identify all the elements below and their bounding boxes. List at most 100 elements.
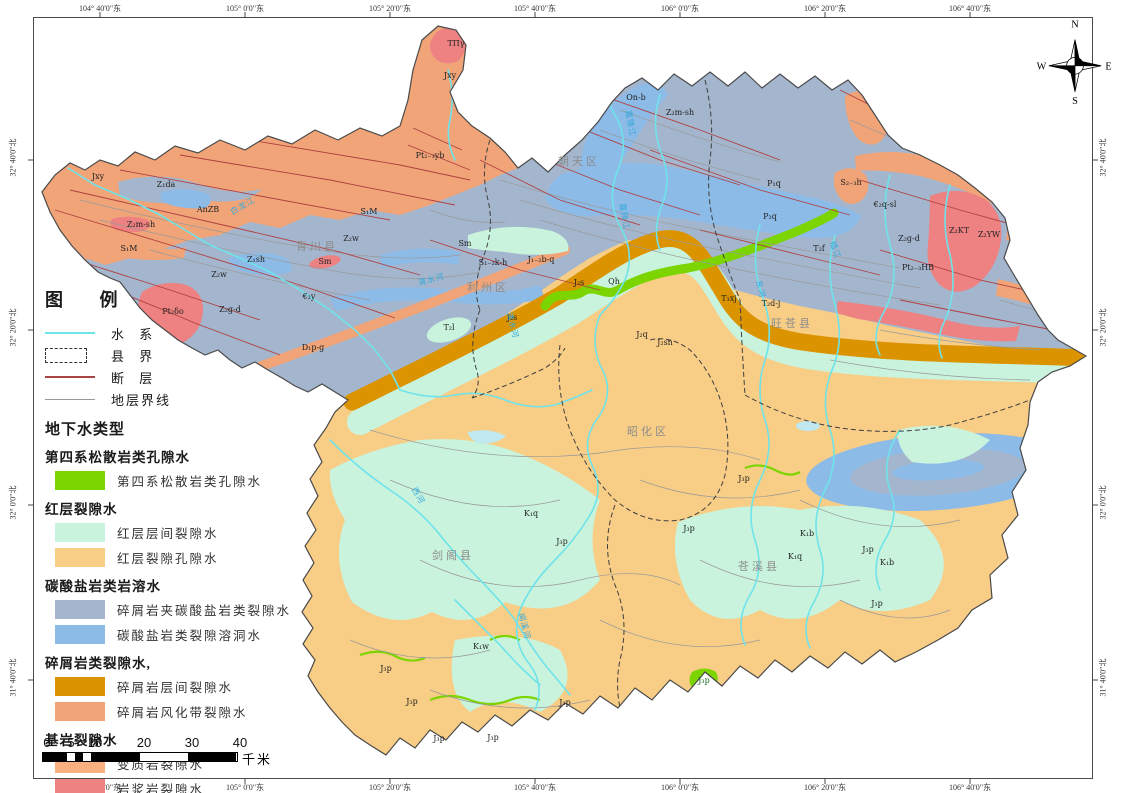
county-label: 利州区 xyxy=(467,281,509,294)
geo-label: Z₂YW xyxy=(978,230,1001,239)
legend-item-county-boundary: 县 界 xyxy=(45,344,315,366)
coordinate-label: 104° 40'0"东 xyxy=(79,4,121,13)
geo-label: Z₂m-sh xyxy=(666,108,694,117)
geo-label: Z₂m-sh xyxy=(127,220,155,229)
county-boundary-icon xyxy=(45,347,101,363)
geo-label: J₃p xyxy=(861,545,874,554)
geo-label: €₂q-sl xyxy=(873,200,897,209)
stratum-line-icon xyxy=(45,398,101,400)
legend-item-water-system: 水 系 xyxy=(45,322,315,344)
geo-label: Pt₂₋₃HB xyxy=(902,263,934,272)
groundwater-types-title: 地下水类型 xyxy=(45,422,126,438)
geo-label: Jxy xyxy=(91,172,105,181)
river-label: 嘉陵江 xyxy=(618,202,633,230)
geo-label: J₃p xyxy=(486,733,499,742)
geo-label: S₁M xyxy=(361,207,378,216)
compass-rose: N W E S xyxy=(1037,20,1112,107)
legend-swatch xyxy=(55,471,105,490)
scale-tick-label: 30 xyxy=(184,735,200,750)
scale-tick-label: 5 xyxy=(67,735,75,750)
geo-label: J₃p xyxy=(737,474,750,483)
graticule-ticks xyxy=(28,12,1098,784)
legend-item: 碎屑岩风化带裂隙水 xyxy=(45,701,315,722)
geo-label: T₂d-j xyxy=(762,299,781,308)
coordinate-label: 106° 40'0"东 xyxy=(949,4,991,13)
county-label: 青川县 xyxy=(296,240,338,253)
legend-item: 红层层间裂隙水 xyxy=(45,522,315,543)
legend-item-label: 第四系松散岩类孔隙水 xyxy=(117,475,263,489)
geo-label: K₁b xyxy=(800,529,814,538)
geo-label: Sm xyxy=(458,239,471,248)
geo-label: Sm xyxy=(318,257,331,266)
coordinate-label: 105° 40'0"东 xyxy=(514,783,556,792)
scale-tick-label: 20 xyxy=(136,735,152,750)
legend-item-label: 碳酸盐岩类裂隙溶洞水 xyxy=(117,629,263,643)
legend-item-label: 碎屑岩层间裂隙水 xyxy=(117,681,234,695)
fault-line-icon xyxy=(45,376,101,378)
water-line-icon xyxy=(45,332,101,334)
coordinate-label: 105° 0'0"东 xyxy=(226,4,264,13)
geo-label: K₁q xyxy=(788,552,802,561)
scale-bar-ticks: 0 5 10 20 30 40 xyxy=(42,735,302,750)
geo-label: T₂f xyxy=(813,244,826,253)
coordinate-label: 32° 0'0"北 xyxy=(1098,485,1108,520)
compass-east-label: E xyxy=(1105,61,1111,72)
legend-group-heading: 第四系松散岩类孔隙水 xyxy=(45,450,190,465)
geo-label: S₁₋₂k-h xyxy=(479,258,508,267)
legend-swatch xyxy=(55,625,105,644)
geo-label: Z₂w xyxy=(211,270,227,279)
geo-label: J₁₋₂b-q xyxy=(527,255,555,264)
legend-item-label: 岩浆岩裂隙水 xyxy=(117,783,205,793)
county-label: 剑阁县 xyxy=(432,548,474,562)
geo-label: J₃p xyxy=(555,537,568,546)
geo-label: J₃p xyxy=(682,524,695,533)
geo-label: Z₂w xyxy=(343,234,359,243)
geo-label: J₃p xyxy=(432,734,445,743)
map-labels: ΤΠγ Jxy Pt₂₋₃yb Jxy Z₁da AnZB Z₂m-sh S₁M S₁M Z₂w Z… xyxy=(91,39,1001,743)
legend-item: 红层裂隙孔隙水 xyxy=(45,547,315,568)
region-outline xyxy=(41,25,1088,756)
legend-item-label: 地层界线 xyxy=(111,392,172,408)
legend-item-label: 水 系 xyxy=(111,326,159,342)
coordinate-label: 31° 40'0"北 xyxy=(1098,658,1108,697)
geo-label: Pt₂₋₃yb xyxy=(416,151,445,160)
county-label: 旺苍县 xyxy=(771,317,813,330)
geo-label: J₃p xyxy=(405,697,418,706)
geo-label: J₃p xyxy=(558,698,571,707)
geo-label: T₂l xyxy=(443,323,455,332)
coordinate-label: 106° 0'0"东 xyxy=(661,783,699,792)
legend-item-label: 碎屑岩夹碳酸盐岩类裂隙水 xyxy=(117,604,292,618)
legend-item-label: 碎屑岩风化带裂隙水 xyxy=(117,706,248,720)
geo-label: J₂q xyxy=(635,330,648,339)
coordinate-label: 105° 20'0"东 xyxy=(369,783,411,792)
legend-item-fault: 断 层 xyxy=(45,366,315,388)
geo-label: J₂s xyxy=(506,313,518,322)
geo-label: P₂q xyxy=(763,212,777,221)
geo-label: ΤΠγ xyxy=(447,39,464,48)
map-frame xyxy=(33,17,1093,779)
coordinate-label: 32° 0'0"北 xyxy=(8,485,18,520)
legend-swatch xyxy=(55,600,105,619)
legend-title: 图 例 xyxy=(45,290,134,310)
compass-south-label: S xyxy=(1072,96,1078,107)
legend-swatch xyxy=(55,677,105,696)
coordinate-label: 31° 40'0"北 xyxy=(8,658,18,697)
geo-label: Jxy xyxy=(443,71,457,80)
legend-group-heading: 红层裂隙水 xyxy=(45,502,118,517)
scale-tick-label: 0 xyxy=(43,735,51,750)
geo-label: S₁M xyxy=(121,244,138,253)
legend-swatch xyxy=(55,779,105,793)
coordinate-label: 32° 20'0"北 xyxy=(8,308,18,347)
geo-label: Z₂g-d xyxy=(219,305,241,314)
coordinate-label: 105° 0'0"东 xyxy=(226,783,264,792)
geo-label: K₁q xyxy=(524,509,538,518)
geo-label: P₁q xyxy=(767,179,781,188)
geo-label: On-b xyxy=(626,93,646,102)
geo-label: Qh xyxy=(608,277,620,286)
legend-item: 岩浆岩裂隙水 xyxy=(45,778,315,793)
county-label: 昭化区 xyxy=(627,424,669,438)
coordinate-label: 106° 0'0"东 xyxy=(661,4,699,13)
legend-item: 碎屑岩层间裂隙水 xyxy=(45,676,315,697)
compass-west-label: W xyxy=(1037,61,1047,72)
